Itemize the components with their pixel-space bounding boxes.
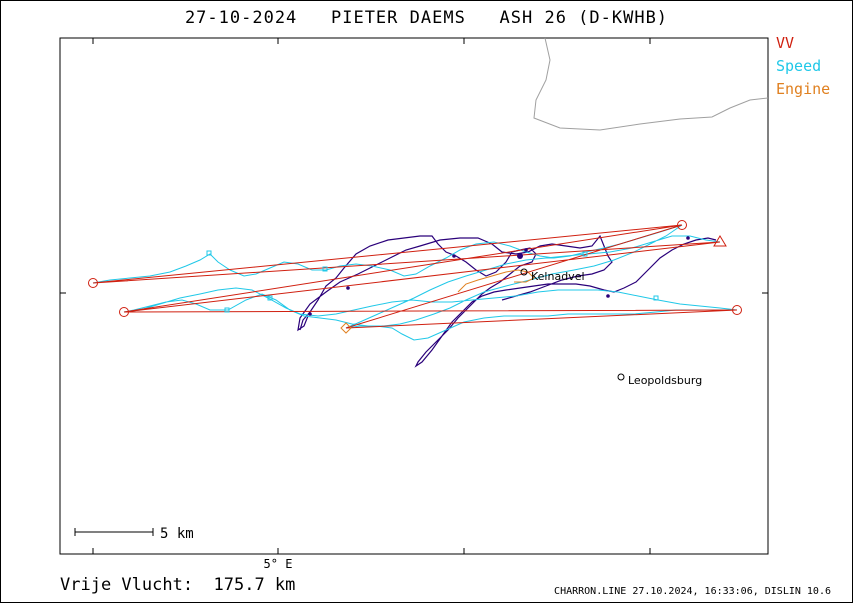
turnpoint-marker xyxy=(732,305,742,315)
turnpoint-marker xyxy=(119,307,129,317)
plot-area xyxy=(59,37,769,555)
task-lines xyxy=(92,224,738,329)
border-line xyxy=(533,37,769,131)
x-axis-label: 5° E xyxy=(264,557,293,571)
speed-track xyxy=(92,224,738,341)
distance-label: Vrije Vlucht: 175.7 km xyxy=(60,575,296,595)
place-marker xyxy=(520,268,528,276)
start-marker xyxy=(340,322,352,334)
scale-label: 5 km xyxy=(160,526,194,542)
page-title: 27-10-2024 PIETER DAEMS ASH 26 (D-KWHB) xyxy=(184,8,669,28)
turnpoint-marker xyxy=(677,220,687,230)
legend-item-speed: Speed xyxy=(776,57,822,75)
legend-item-engine: Engine xyxy=(776,80,831,98)
legend-item-vv: VV xyxy=(776,34,795,52)
finish-marker xyxy=(713,235,727,247)
engine-track xyxy=(457,269,535,293)
credit-label: CHARRON.LINE 27.10.2024, 16:33:06, DISLI… xyxy=(554,586,831,597)
climb-track xyxy=(297,234,717,368)
place-marker xyxy=(617,373,625,381)
legend: VV Speed Engine xyxy=(776,32,830,101)
climb-markers xyxy=(308,236,690,316)
place-label-kelnadvel: Kelnadvel xyxy=(531,270,585,283)
place-label-leopoldsburg: Leopoldsburg xyxy=(628,374,702,387)
turnpoint-marker xyxy=(88,278,98,288)
speed-markers xyxy=(206,250,659,313)
